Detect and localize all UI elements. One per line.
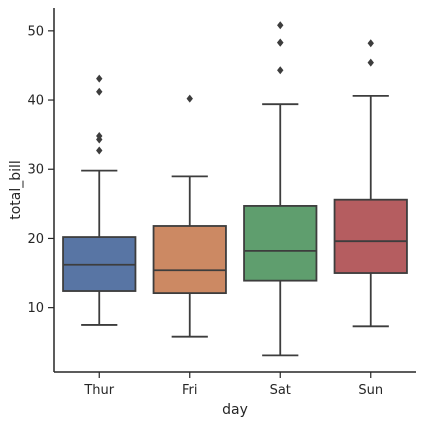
outlier-point	[96, 146, 103, 155]
outlier-point	[367, 39, 374, 48]
box-fri	[152, 225, 227, 295]
y-tick-label: 10	[27, 301, 44, 316]
outlier-point	[186, 94, 193, 103]
y-tick-label: 50	[27, 24, 44, 39]
x-tick-label-sun: Sun	[358, 383, 383, 398]
y-axis-label: total_bill	[8, 160, 24, 220]
x-ticks: Thur Fri Sat Sun	[83, 372, 383, 398]
outlier-point	[277, 21, 284, 30]
box-sun	[333, 198, 408, 274]
outlier-point	[96, 132, 103, 141]
axes-layer	[53, 8, 416, 373]
x-tick-label-fri: Fri	[182, 383, 198, 398]
box-sat	[243, 205, 318, 282]
y-ticks: 10 20 30 40 50	[27, 24, 54, 316]
box-group-fri	[152, 94, 227, 338]
outlier-point	[96, 87, 103, 96]
box-group-thur	[62, 74, 137, 326]
y-tick-label: 30	[27, 163, 44, 178]
box-group-sat	[243, 21, 318, 357]
x-axis-label: day	[222, 402, 248, 418]
outlier-point	[277, 66, 284, 75]
outlier-point	[96, 74, 103, 83]
x-tick-label-sat: Sat	[270, 383, 291, 398]
y-tick-label: 40	[27, 94, 44, 109]
y-tick-label: 20	[27, 232, 44, 247]
x-tick-label-thur: Thur	[83, 383, 114, 398]
boxes-layer	[62, 21, 408, 357]
outlier-point	[277, 38, 284, 47]
box-group-sun	[333, 39, 408, 328]
outlier-point	[367, 58, 374, 67]
